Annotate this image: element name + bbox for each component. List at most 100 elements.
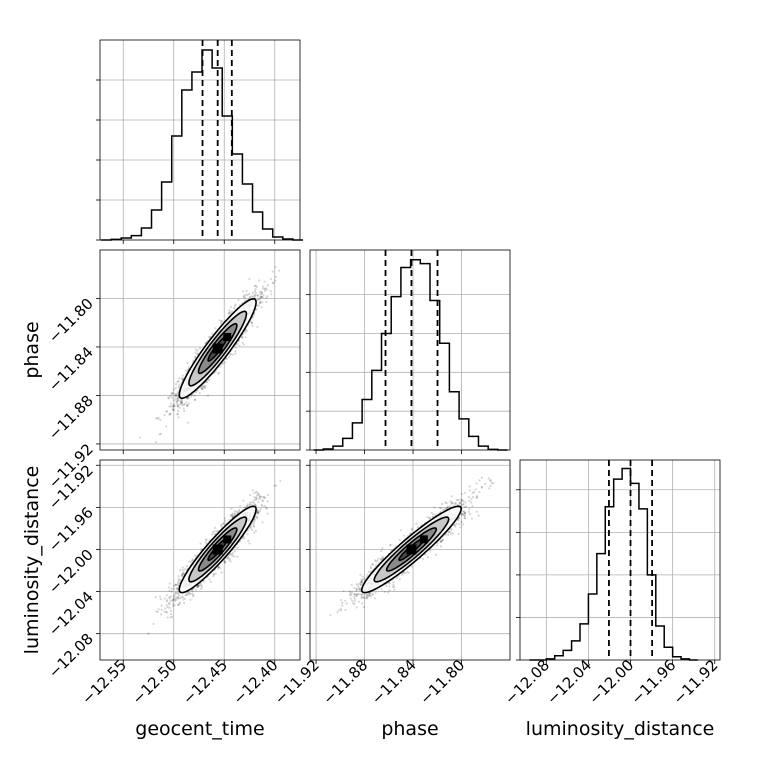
sample-point — [255, 490, 258, 493]
sample-point — [174, 599, 177, 602]
sample-point — [178, 602, 181, 605]
sample-point — [249, 525, 252, 528]
sample-point — [256, 511, 259, 514]
sample-point — [169, 595, 172, 598]
sample-point — [261, 292, 264, 295]
sample-point — [238, 344, 241, 347]
sample-point — [241, 341, 244, 344]
sample-point — [186, 404, 189, 407]
sample-point — [230, 310, 234, 313]
sample-point — [186, 397, 189, 400]
sample-point — [257, 511, 260, 514]
sample-point — [176, 404, 179, 407]
sample-point — [222, 522, 225, 525]
sample-point — [261, 285, 264, 288]
sample-point — [271, 270, 274, 273]
sample-point — [252, 524, 255, 528]
sample-point — [186, 421, 190, 424]
sample-point — [182, 407, 185, 410]
sample-point — [181, 596, 184, 599]
sample-point — [168, 586, 171, 589]
sample-point — [176, 413, 179, 416]
sample-point — [194, 351, 197, 354]
sample-point — [174, 386, 177, 390]
sample-point — [154, 441, 158, 444]
sample-point — [242, 343, 245, 346]
sample-point — [226, 557, 229, 560]
sample-point — [200, 387, 203, 390]
sample-point — [202, 384, 206, 387]
sample-point — [176, 583, 179, 586]
sample-point — [180, 401, 183, 404]
sample-point — [223, 561, 226, 565]
sample-point — [177, 603, 180, 607]
sample-point — [152, 622, 155, 626]
sample-point — [261, 500, 264, 503]
sample-point — [260, 503, 263, 506]
sample-point — [260, 306, 263, 309]
sample-point — [194, 554, 197, 557]
sample-point — [259, 507, 262, 511]
sample-point — [154, 596, 157, 599]
sample-point — [231, 512, 234, 515]
sample-point — [274, 279, 277, 282]
sample-point — [258, 495, 261, 498]
sample-point — [249, 493, 252, 497]
sample-point — [260, 291, 263, 294]
sample-point — [180, 377, 183, 380]
sample-point — [176, 412, 179, 415]
sample-point — [176, 400, 179, 403]
sample-point — [251, 292, 254, 295]
sample-point — [241, 335, 244, 338]
sample-point — [198, 392, 201, 395]
sample-point — [186, 397, 190, 400]
sample-point — [176, 587, 179, 590]
sample-point — [139, 436, 142, 439]
sample-point — [181, 374, 184, 377]
sample-point — [234, 352, 237, 355]
histogram-luminosity_distance — [516, 459, 721, 664]
sample-point — [171, 408, 174, 411]
sample-point — [179, 401, 182, 404]
sample-point — [230, 553, 233, 556]
sample-point — [191, 558, 194, 562]
sample-point — [173, 393, 176, 396]
sample-point — [167, 397, 170, 400]
sample-point — [184, 594, 187, 597]
sample-point — [228, 557, 232, 560]
sample-point — [262, 496, 265, 499]
sample-point — [256, 516, 259, 519]
sample-point — [188, 560, 191, 563]
sample-point — [183, 601, 186, 605]
sample-point — [174, 592, 177, 595]
sample-point — [172, 584, 175, 588]
sample-point — [218, 566, 221, 569]
sample-point — [255, 494, 258, 497]
sample-point — [169, 600, 172, 603]
sample-point — [173, 403, 176, 406]
sample-point — [174, 383, 178, 386]
sample-point — [181, 573, 184, 577]
sample-point — [192, 593, 195, 597]
sample-point — [234, 513, 237, 516]
sample-point — [165, 410, 168, 413]
panel-frame — [99, 249, 301, 451]
sample-point — [246, 503, 249, 506]
sample-point — [191, 590, 194, 593]
sample-point — [233, 555, 236, 558]
sample-point — [259, 290, 262, 293]
sample-point — [181, 568, 184, 571]
sample-point — [203, 385, 206, 389]
sample-point — [229, 353, 232, 356]
sample-point — [191, 592, 194, 595]
sample-point — [266, 512, 269, 515]
sample-point — [242, 294, 245, 297]
sample-point — [171, 599, 174, 602]
sample-point — [244, 299, 247, 302]
sample-point — [160, 613, 163, 616]
sample-point — [174, 583, 177, 586]
sample-point — [169, 405, 172, 408]
sample-point — [254, 529, 257, 533]
sample-point — [173, 594, 176, 597]
sample-point — [177, 377, 181, 380]
